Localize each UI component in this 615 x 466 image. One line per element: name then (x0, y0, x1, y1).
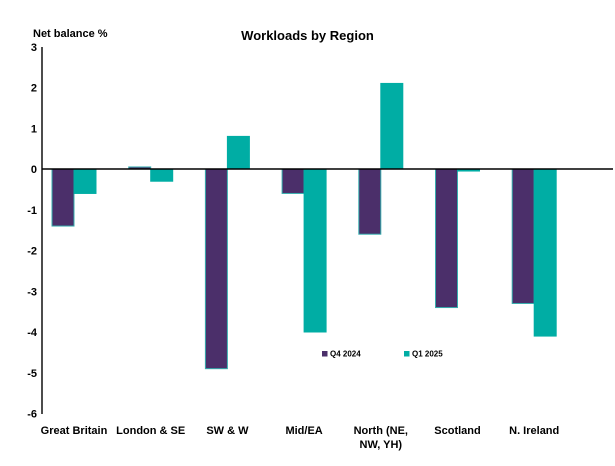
bar-q4-2024-north-ne-nw-yh (358, 168, 382, 235)
y-axis-tick-label-5: -5 (27, 368, 37, 380)
x-axis-label-great-britain: Great Britain (41, 425, 108, 437)
legend-label-q4-2024: Q4 2024 (330, 350, 361, 359)
chart-title: Workloads by Region (241, 28, 374, 43)
x-axis-label-scotland: Scotland (434, 425, 480, 437)
y-axis-tick-label-2: 2 (31, 83, 37, 95)
y-axis-tick-label-1: 1 (31, 123, 37, 135)
y-axis-tick-label-0: 0 (31, 164, 37, 176)
bar-q4-2024-great-britain (51, 168, 75, 227)
x-axis-label-north-ne-nw-yh-line2: NW, YH) (360, 439, 403, 451)
bar-q1-2025-north-ne-nw-yh (380, 82, 404, 170)
y-axis-tick-label-3: -3 (27, 286, 37, 298)
y-axis-tick-label-3: 3 (31, 42, 37, 54)
legend-label-q1-2025: Q1 2025 (412, 350, 443, 359)
y-axis-tick-label-1: -1 (27, 205, 37, 217)
x-axis-label-north-ne-nw-yh: North (NE, (354, 425, 408, 437)
bar-q4-2024-mid-ea (281, 168, 305, 194)
bar-q1-2025-great-britain (73, 168, 97, 194)
x-axis-label-london-se: London & SE (116, 425, 185, 437)
y-axis-tick-label-4: -4 (27, 327, 38, 339)
bar-q4-2024-n-ireland (511, 168, 535, 304)
bar-q4-2024-scotland (435, 168, 458, 309)
x-axis-label-sw-w: SW & W (206, 425, 249, 437)
x-axis-label-mid-ea: Mid/EA (285, 425, 322, 437)
bar-q4-2024-sw-w (204, 168, 228, 370)
bar-q1-2025-n-ireland (533, 168, 557, 337)
legend-swatch-q1-2025 (404, 351, 410, 357)
y-axis-title: Net balance % (33, 28, 108, 40)
y-axis-tick-label-2: -2 (27, 246, 37, 258)
bar-q1-2025-sw-w (226, 135, 250, 170)
x-axis-label-n-ireland: N. Ireland (509, 425, 559, 437)
bar-q1-2025-london-se (150, 168, 174, 182)
legend-swatch-q4-2024 (322, 351, 328, 357)
y-axis-tick-label-6: -6 (27, 409, 37, 421)
bar-q1-2025-mid-ea (303, 168, 327, 333)
